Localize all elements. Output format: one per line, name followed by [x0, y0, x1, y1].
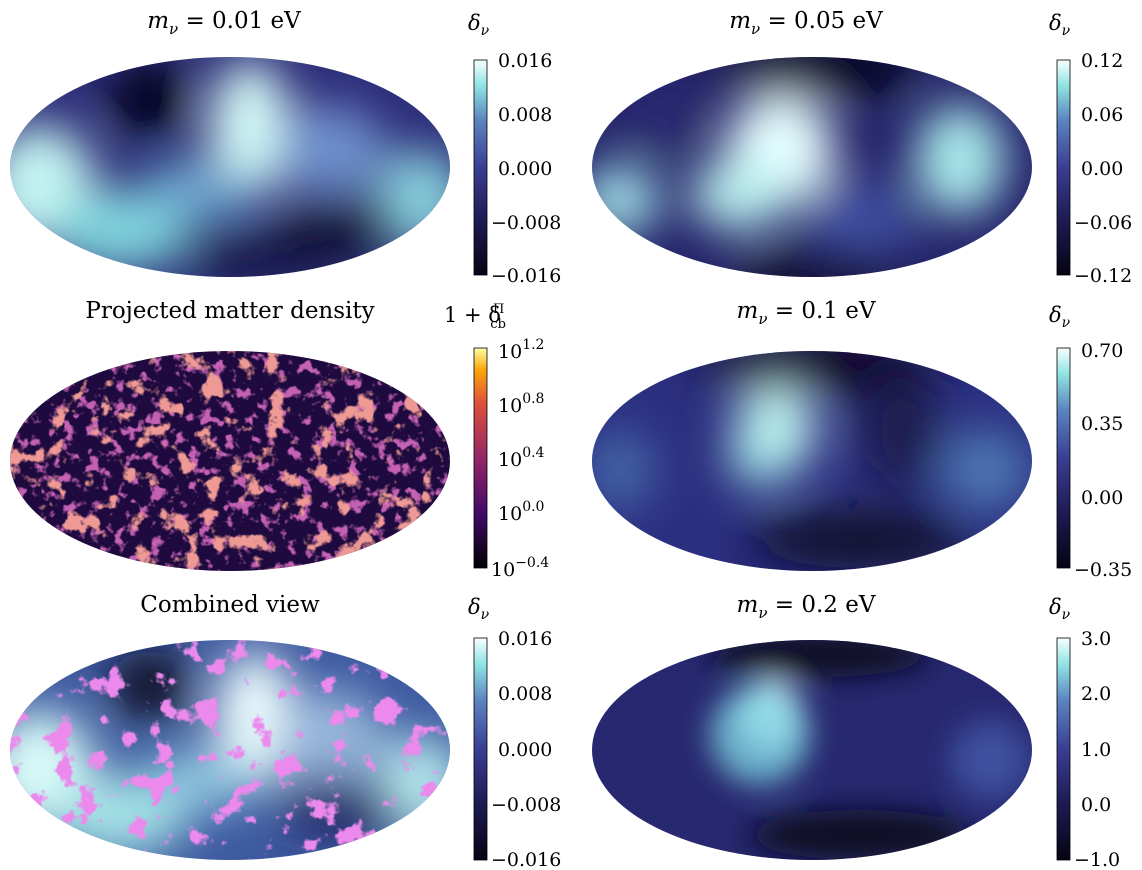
title-middle-left: Projected matter density: [85, 298, 374, 324]
cbar-label-middle-left: 1 + δΠ cb: [444, 302, 506, 332]
tick-label: 101.2: [498, 337, 544, 363]
tick-label: 0.70: [1081, 340, 1123, 362]
tick-label: 0.00: [1081, 158, 1123, 180]
tick-label: 100.4: [498, 445, 545, 471]
tick-label: 0.00: [1081, 487, 1123, 509]
title-top-right: mν = 0.05 eV: [729, 8, 883, 38]
panel-middle-right: [592, 351, 1032, 571]
panel-top-left: [10, 57, 450, 277]
tick-label: −0.12: [1074, 265, 1132, 287]
title-middle-right: mν = 0.1 eV: [737, 298, 876, 328]
tick-label: 0.016: [498, 628, 552, 650]
tick-label: −0.016: [491, 265, 561, 287]
map-middle-left: [10, 351, 450, 571]
panel-middle-left: [10, 351, 450, 571]
cbar-label-middle-right: δν: [1049, 303, 1071, 331]
tick-label: −1.0: [1074, 849, 1120, 870]
tick-label: −0.016: [491, 849, 561, 870]
colorbar-top-left: [473, 59, 488, 276]
title-top-left: mν = 0.01 eV: [147, 8, 301, 38]
cbar-label-bottom-left: δν: [468, 595, 490, 623]
map-bottom-right: [592, 640, 1032, 860]
tick-label: 10−0.4: [491, 555, 549, 581]
tick-label: 0.35: [1081, 413, 1123, 435]
tick-label: 100.8: [498, 391, 544, 417]
title-bottom-right: mν = 0.2 eV: [737, 592, 876, 622]
tick-label: −0.06: [1074, 212, 1132, 234]
tick-label: 0.008: [498, 104, 552, 126]
panel-top-right: [592, 57, 1032, 277]
tick-label: 0.000: [498, 158, 552, 180]
tick-label: −0.008: [491, 794, 561, 816]
colorbar-bottom-left: [473, 637, 488, 861]
tick-label: −0.008: [491, 212, 561, 234]
tick-label: 3.0: [1081, 628, 1111, 650]
tick-label: 1.0: [1081, 739, 1111, 761]
map-top-left: [10, 57, 450, 277]
panel-bottom-right: [592, 640, 1032, 860]
map-bottom-left: [10, 640, 450, 860]
cbar-label-top-left: δν: [468, 11, 490, 39]
cbar-label-bottom-right: δν: [1049, 595, 1071, 623]
colorbar-top-right: [1056, 59, 1071, 276]
map-middle-right: [592, 351, 1032, 571]
tick-label: 2.0: [1081, 683, 1111, 705]
tick-label: 0.12: [1081, 50, 1123, 72]
tick-label: 0.0: [1081, 794, 1111, 816]
cbar-label-top-right: δν: [1049, 11, 1071, 39]
map-top-right: [592, 57, 1032, 277]
tick-label: 0.000: [498, 739, 552, 761]
tick-label: 0.06: [1081, 104, 1123, 126]
tick-label: −0.35: [1074, 559, 1132, 581]
colorbar-middle-right: [1056, 347, 1071, 569]
tick-label: 0.008: [498, 683, 552, 705]
colorbar-middle-left: [473, 347, 488, 569]
colorbar-bottom-right: [1056, 637, 1071, 861]
panel-bottom-left: [10, 640, 450, 860]
title-bottom-left: Combined view: [140, 592, 320, 618]
tick-label: 0.016: [498, 50, 552, 72]
tick-label: 100.0: [498, 499, 544, 525]
